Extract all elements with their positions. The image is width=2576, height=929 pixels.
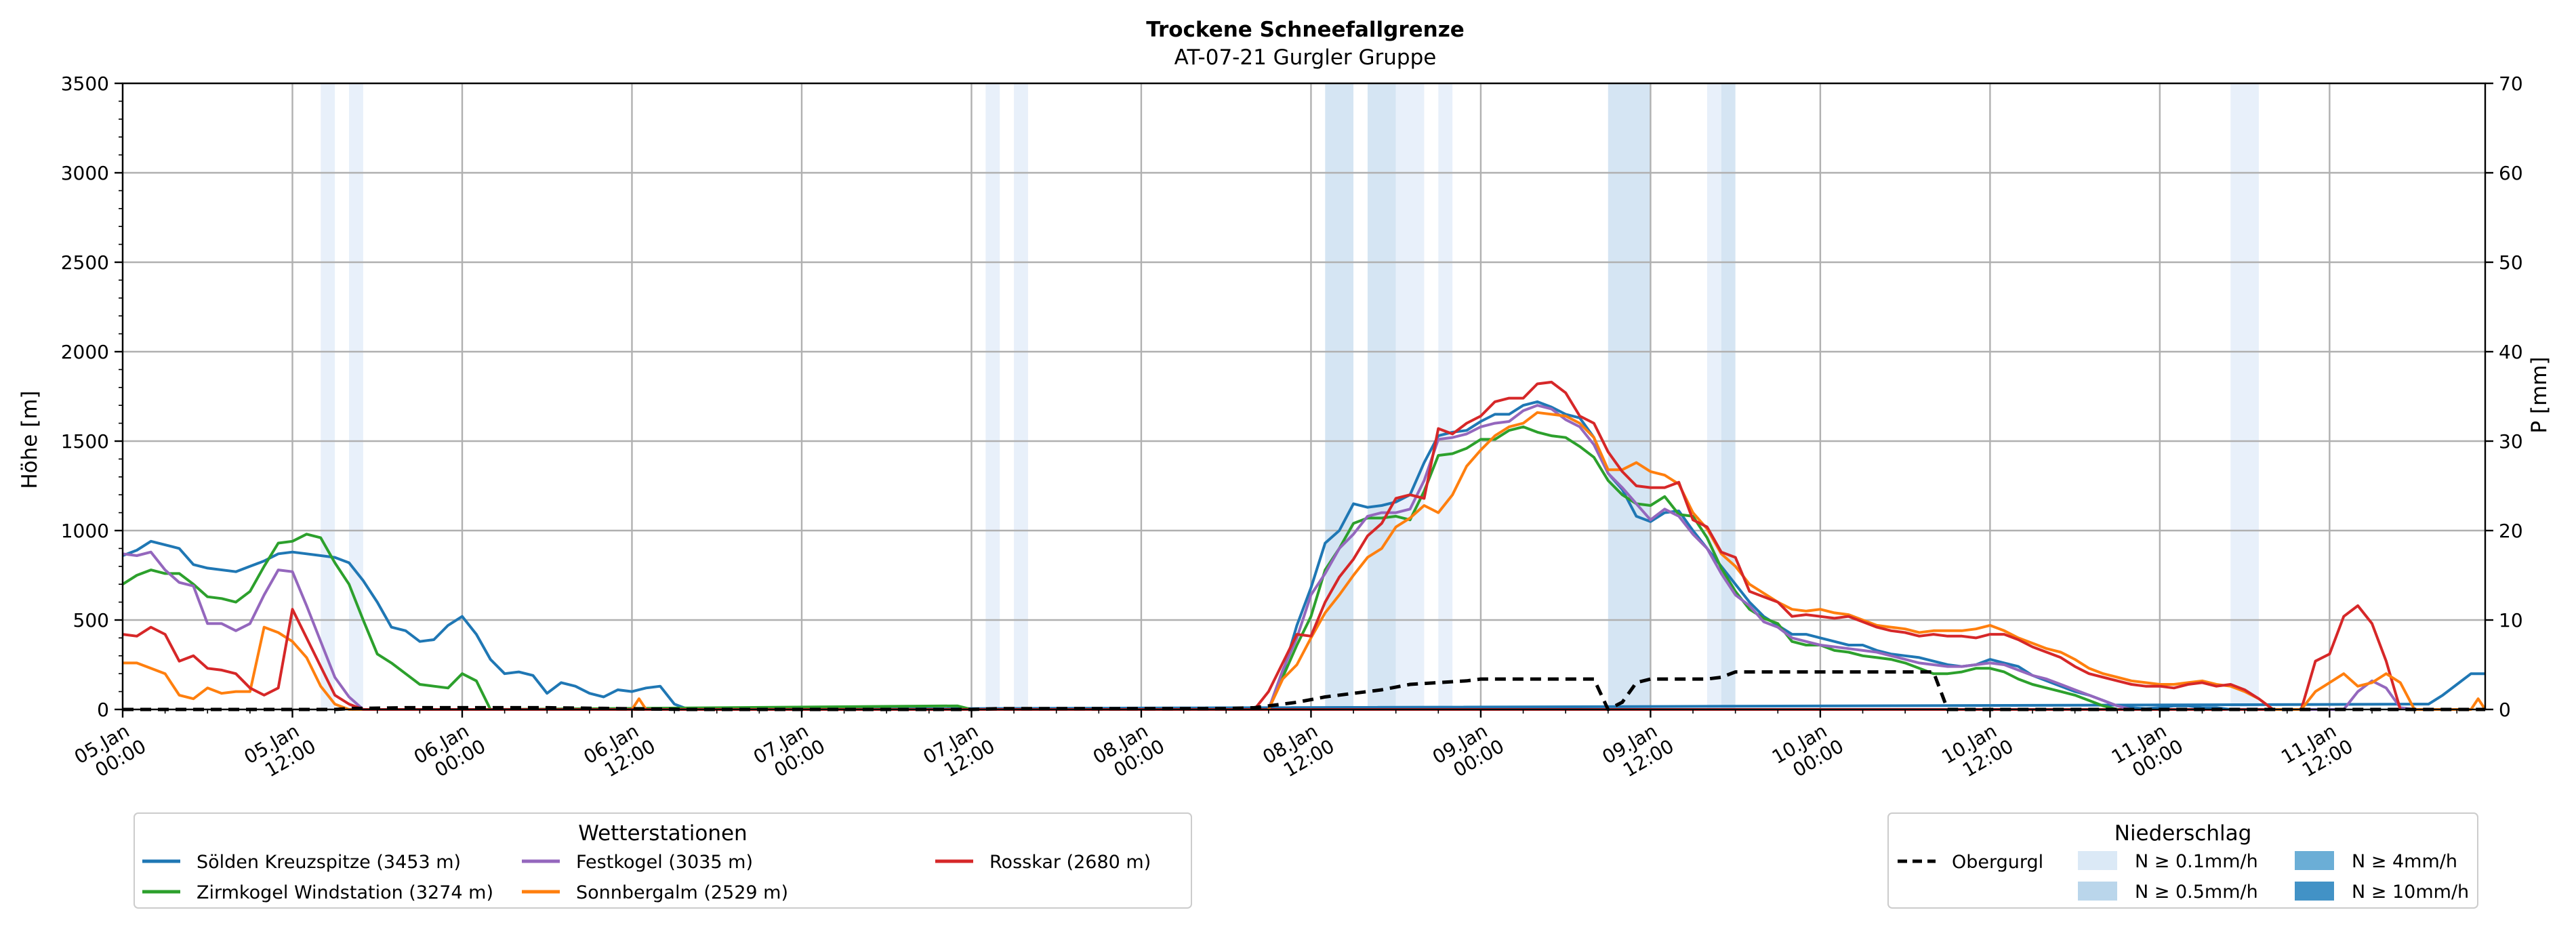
y-tick-label: 0 [97,699,109,721]
precip-band [1721,83,1736,709]
chart-subtitle: AT-07-21 Gurgler Gruppe [1174,45,1437,70]
legend-precip-swatch [2295,882,2334,901]
y2-tick-label: 10 [2499,609,2523,632]
y-tick-label: 500 [73,609,109,632]
legend-stations-title: Wetterstationen [578,821,747,846]
y2-tick-label: 60 [2499,162,2523,184]
legend-precip-title: Niederschlag [2114,821,2252,846]
obergurgl-line [123,670,2485,711]
station-line [123,625,647,711]
precip-band [1438,83,1453,709]
station-line [122,604,2402,711]
y-tick-label: 1000 [61,520,109,542]
y2-tick-label: 30 [2499,430,2523,453]
y-tick-label: 2000 [61,341,109,363]
legend-precip-swatch [2295,851,2334,870]
legend-precip-label: N ≥ 0.5mm/h [2135,882,2258,903]
precipitation-bands [321,83,2260,709]
station-line [122,550,2415,711]
legend-station-label: Sölden Kreuzspitze (3453 m) [197,852,461,873]
legend-precip-label: N ≥ 10mm/h [2352,882,2469,903]
precip-band [1014,83,1028,709]
legend-station-label: Festkogel (3035 m) [576,852,753,873]
legend-station-label: Sonnbergalm (2529 m) [576,882,788,903]
series-lines [121,380,2487,711]
precip-band [348,83,363,709]
legend-precip-swatch [2078,851,2117,870]
station-line [122,539,2485,711]
legend-obergurgl-label: Obergurgl [1952,852,2043,873]
precip-band [2230,83,2260,709]
y-tick-label: 3000 [61,162,109,184]
y2-tick-label: 0 [2499,699,2511,721]
precip-band [1367,83,1396,709]
chart-title: Trockene Schneefallgrenze [1146,18,1465,42]
station-line [1267,404,2132,711]
y-axis-label: Höhe [m] [18,390,42,489]
legend-stations-frame [134,812,1192,909]
precip-band [1395,83,1425,709]
y2-tick-label: 20 [2499,520,2523,542]
precip-band [1325,83,1354,709]
y-tick-label: 1500 [61,430,109,453]
precip-band [1608,83,1651,709]
precip-band [321,83,335,709]
legend-precip: Niederschlag Obergurgl N ≥ 0.1mm/h N ≥ 0.… [1887,812,2478,909]
y-tick-label: 3500 [61,73,109,95]
legend-station-label: Rosskar (2680 m) [989,852,1151,873]
legend-precip-swatch [2078,882,2117,901]
station-line [1267,400,2231,711]
precip-band [985,83,1000,709]
y2-tick-label: 40 [2499,341,2523,363]
legend-stations: Wetterstationen Sölden Kreuzspitze (3453… [134,812,1192,909]
precip-band [1706,83,1721,709]
y2-tick-label: 50 [2499,251,2523,274]
y2-tick-label: 70 [2499,73,2523,95]
y2-axis-label: P [mm] [2527,356,2552,433]
legend-precip-label: N ≥ 4mm/h [2352,851,2457,872]
y-tick-label: 2500 [61,251,109,274]
legend-station-label: Zirmkogel Windstation (3274 m) [197,882,493,903]
plot-frame [121,82,2487,711]
axes: 0 500 1000 1500 2000 2500 3000 3500 0 10 20 30 40 50 6… [61,73,2523,782]
legend-precip-label: N ≥ 0.1mm/h [2135,851,2258,872]
station-line [1253,380,2274,711]
station-line [121,533,972,711]
